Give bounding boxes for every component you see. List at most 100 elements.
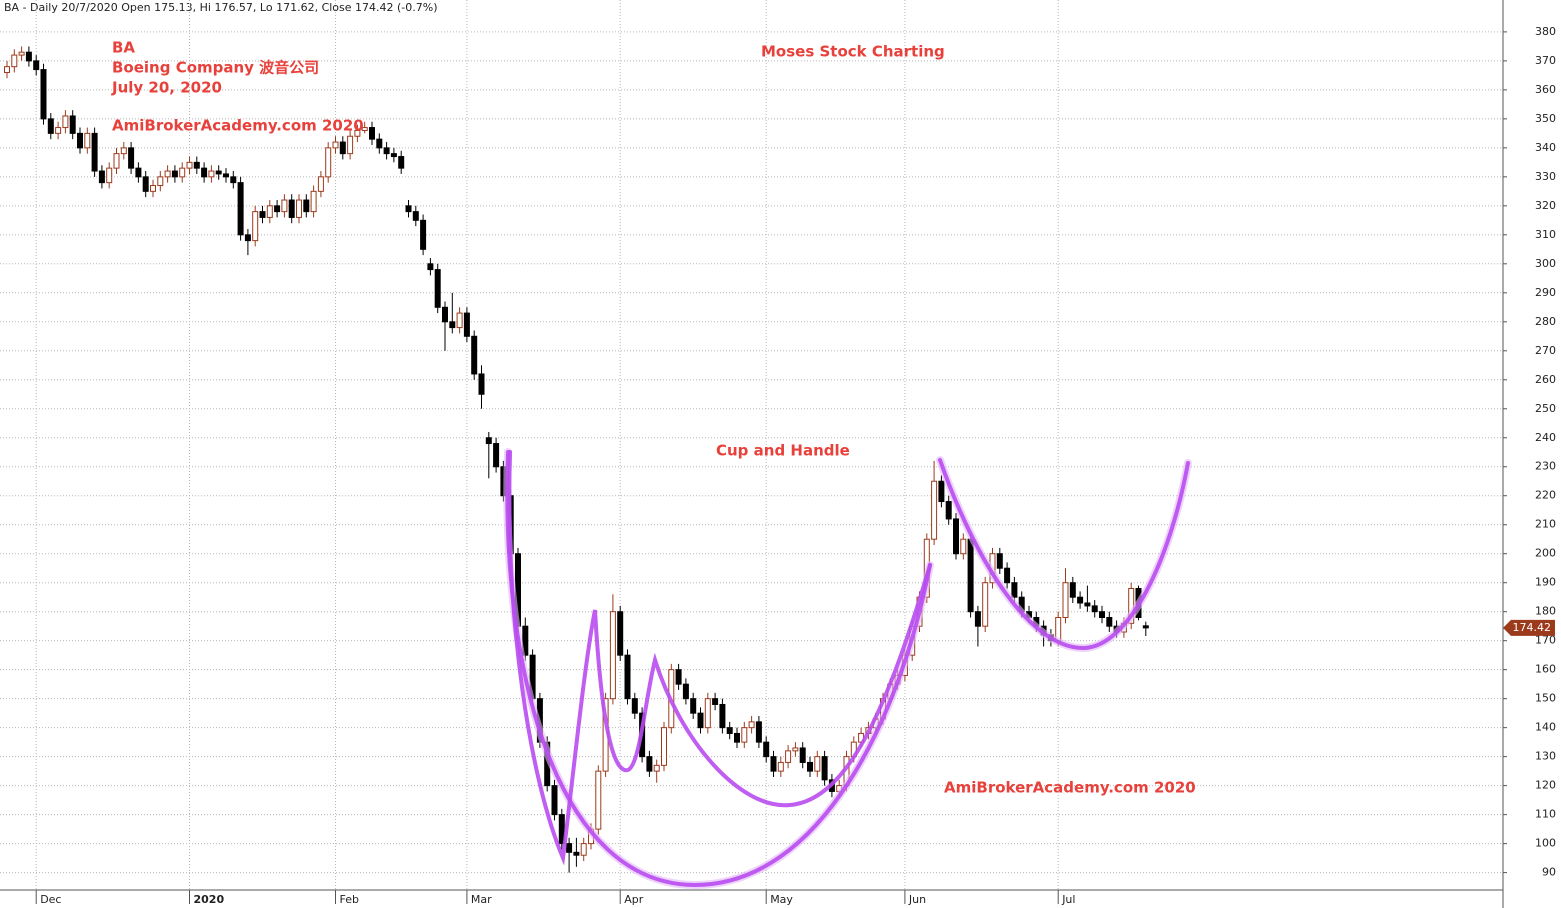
y-tick-label: 360 — [1535, 83, 1556, 96]
annotation: Moses Stock Charting — [761, 43, 945, 61]
candle-body — [434, 269, 441, 308]
candle-body — [799, 747, 806, 763]
candle-body — [1062, 582, 1069, 618]
labels-layer: 90 100 110 120 130 140 150 160 170 180 190 200 210 22… — [40, 25, 1556, 906]
candle-body — [566, 843, 573, 853]
candle-body — [982, 582, 989, 627]
x-tick-label: May — [770, 893, 793, 906]
candle-body — [193, 161, 200, 169]
candle-body — [653, 764, 660, 772]
candle-body — [317, 176, 324, 192]
candle-body — [741, 727, 748, 743]
candle-body — [427, 263, 434, 271]
candle-body — [690, 698, 697, 714]
candle-body — [675, 669, 682, 685]
x-tick-label: 2020 — [194, 893, 225, 906]
candle-body — [726, 727, 733, 734]
candle-body — [631, 698, 638, 714]
y-tick-label: 100 — [1535, 837, 1556, 850]
y-tick-label: 90 — [1542, 866, 1556, 879]
y-tick-label: 330 — [1535, 170, 1556, 183]
y-tick-label: 270 — [1535, 344, 1556, 357]
candle-body — [361, 127, 368, 131]
y-tick-label: 280 — [1535, 315, 1556, 328]
candle-body — [996, 553, 1003, 569]
y-tick-label: 350 — [1535, 112, 1556, 125]
y-tick-label: 260 — [1535, 373, 1556, 386]
candle-body — [128, 147, 135, 169]
candle-body — [1084, 602, 1091, 607]
pattern-glow — [503, 448, 934, 890]
handle-curve — [938, 458, 1190, 651]
candle-body — [682, 683, 689, 700]
candle-body — [339, 141, 346, 155]
y-tick-label: 320 — [1535, 199, 1556, 212]
candle-body — [354, 129, 361, 137]
candle-body — [33, 60, 40, 71]
candle-body — [792, 747, 799, 752]
axes-layer — [0, 0, 1507, 908]
candle-body — [40, 69, 47, 120]
candle-body — [807, 761, 813, 772]
candle-body — [383, 147, 390, 155]
candle-body — [412, 211, 419, 221]
y-tick-label: 240 — [1535, 431, 1556, 444]
candle-body — [244, 234, 251, 242]
candle-body — [150, 185, 156, 192]
candle-body — [201, 167, 208, 178]
candle-body — [712, 698, 719, 705]
candle-body — [931, 480, 938, 540]
candle-body — [945, 501, 952, 520]
candle-body — [1142, 625, 1149, 629]
y-tick-label: 380 — [1535, 25, 1556, 38]
candle-body — [522, 625, 529, 656]
annotation: BA — [112, 39, 135, 57]
candle-body — [449, 321, 456, 329]
annotation: July 20, 2020 — [111, 79, 222, 97]
candle-body — [4, 66, 10, 73]
candle-body — [296, 199, 302, 218]
price-tag — [1503, 619, 1555, 636]
candle-body — [98, 170, 105, 184]
candle-body — [106, 167, 113, 184]
candle-body — [113, 153, 120, 169]
candle-body — [938, 480, 945, 503]
y-tick-label: 220 — [1535, 489, 1556, 502]
candle-body — [25, 51, 32, 62]
candle-body — [266, 205, 273, 218]
header: BA - Daily 20/7/2020 Open 175.13, Hi 176… — [4, 1, 438, 14]
x-tick-label: Jul — [1061, 893, 1075, 906]
candle-body — [609, 611, 616, 700]
x-tick-label: Feb — [340, 893, 359, 906]
candle-body — [274, 205, 281, 213]
candle-body — [252, 211, 259, 242]
y-tick-label: 230 — [1535, 460, 1556, 473]
candle-body — [704, 698, 711, 729]
candle-body — [310, 190, 317, 213]
candle-body — [1106, 616, 1113, 627]
candle-body — [646, 756, 653, 772]
candle-body — [493, 443, 500, 468]
candle-body — [259, 211, 266, 218]
candle-body — [47, 118, 54, 134]
candle-body — [171, 170, 178, 178]
y-tick-label: 370 — [1535, 54, 1556, 67]
candle-body — [442, 306, 448, 323]
candle-body — [1011, 582, 1018, 598]
candle-body — [1091, 605, 1098, 613]
candle-body — [617, 611, 624, 656]
candle-body — [755, 721, 762, 743]
candle-body — [821, 756, 828, 781]
candle-body — [1004, 567, 1011, 584]
annotation: Cup and Handle — [716, 442, 850, 460]
candle-body — [580, 843, 587, 856]
candle-body — [777, 761, 784, 772]
candle-body — [186, 161, 193, 169]
candle-body — [595, 770, 602, 830]
candle-body — [325, 147, 332, 178]
candle-body — [223, 173, 229, 178]
candle-body — [624, 654, 631, 700]
y-tick-label: 140 — [1535, 721, 1556, 734]
annotation: AmiBrokerAcademy.com 2020 — [944, 779, 1196, 797]
